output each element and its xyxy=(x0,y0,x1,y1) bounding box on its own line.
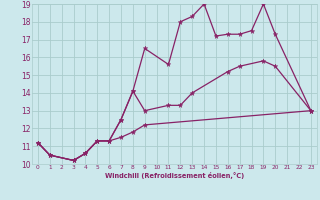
X-axis label: Windchill (Refroidissement éolien,°C): Windchill (Refroidissement éolien,°C) xyxy=(105,172,244,179)
